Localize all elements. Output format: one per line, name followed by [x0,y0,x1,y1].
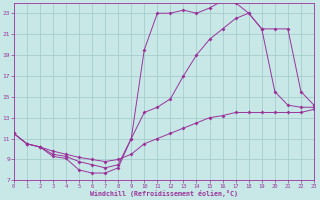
X-axis label: Windchill (Refroidissement éolien,°C): Windchill (Refroidissement éolien,°C) [90,190,238,197]
